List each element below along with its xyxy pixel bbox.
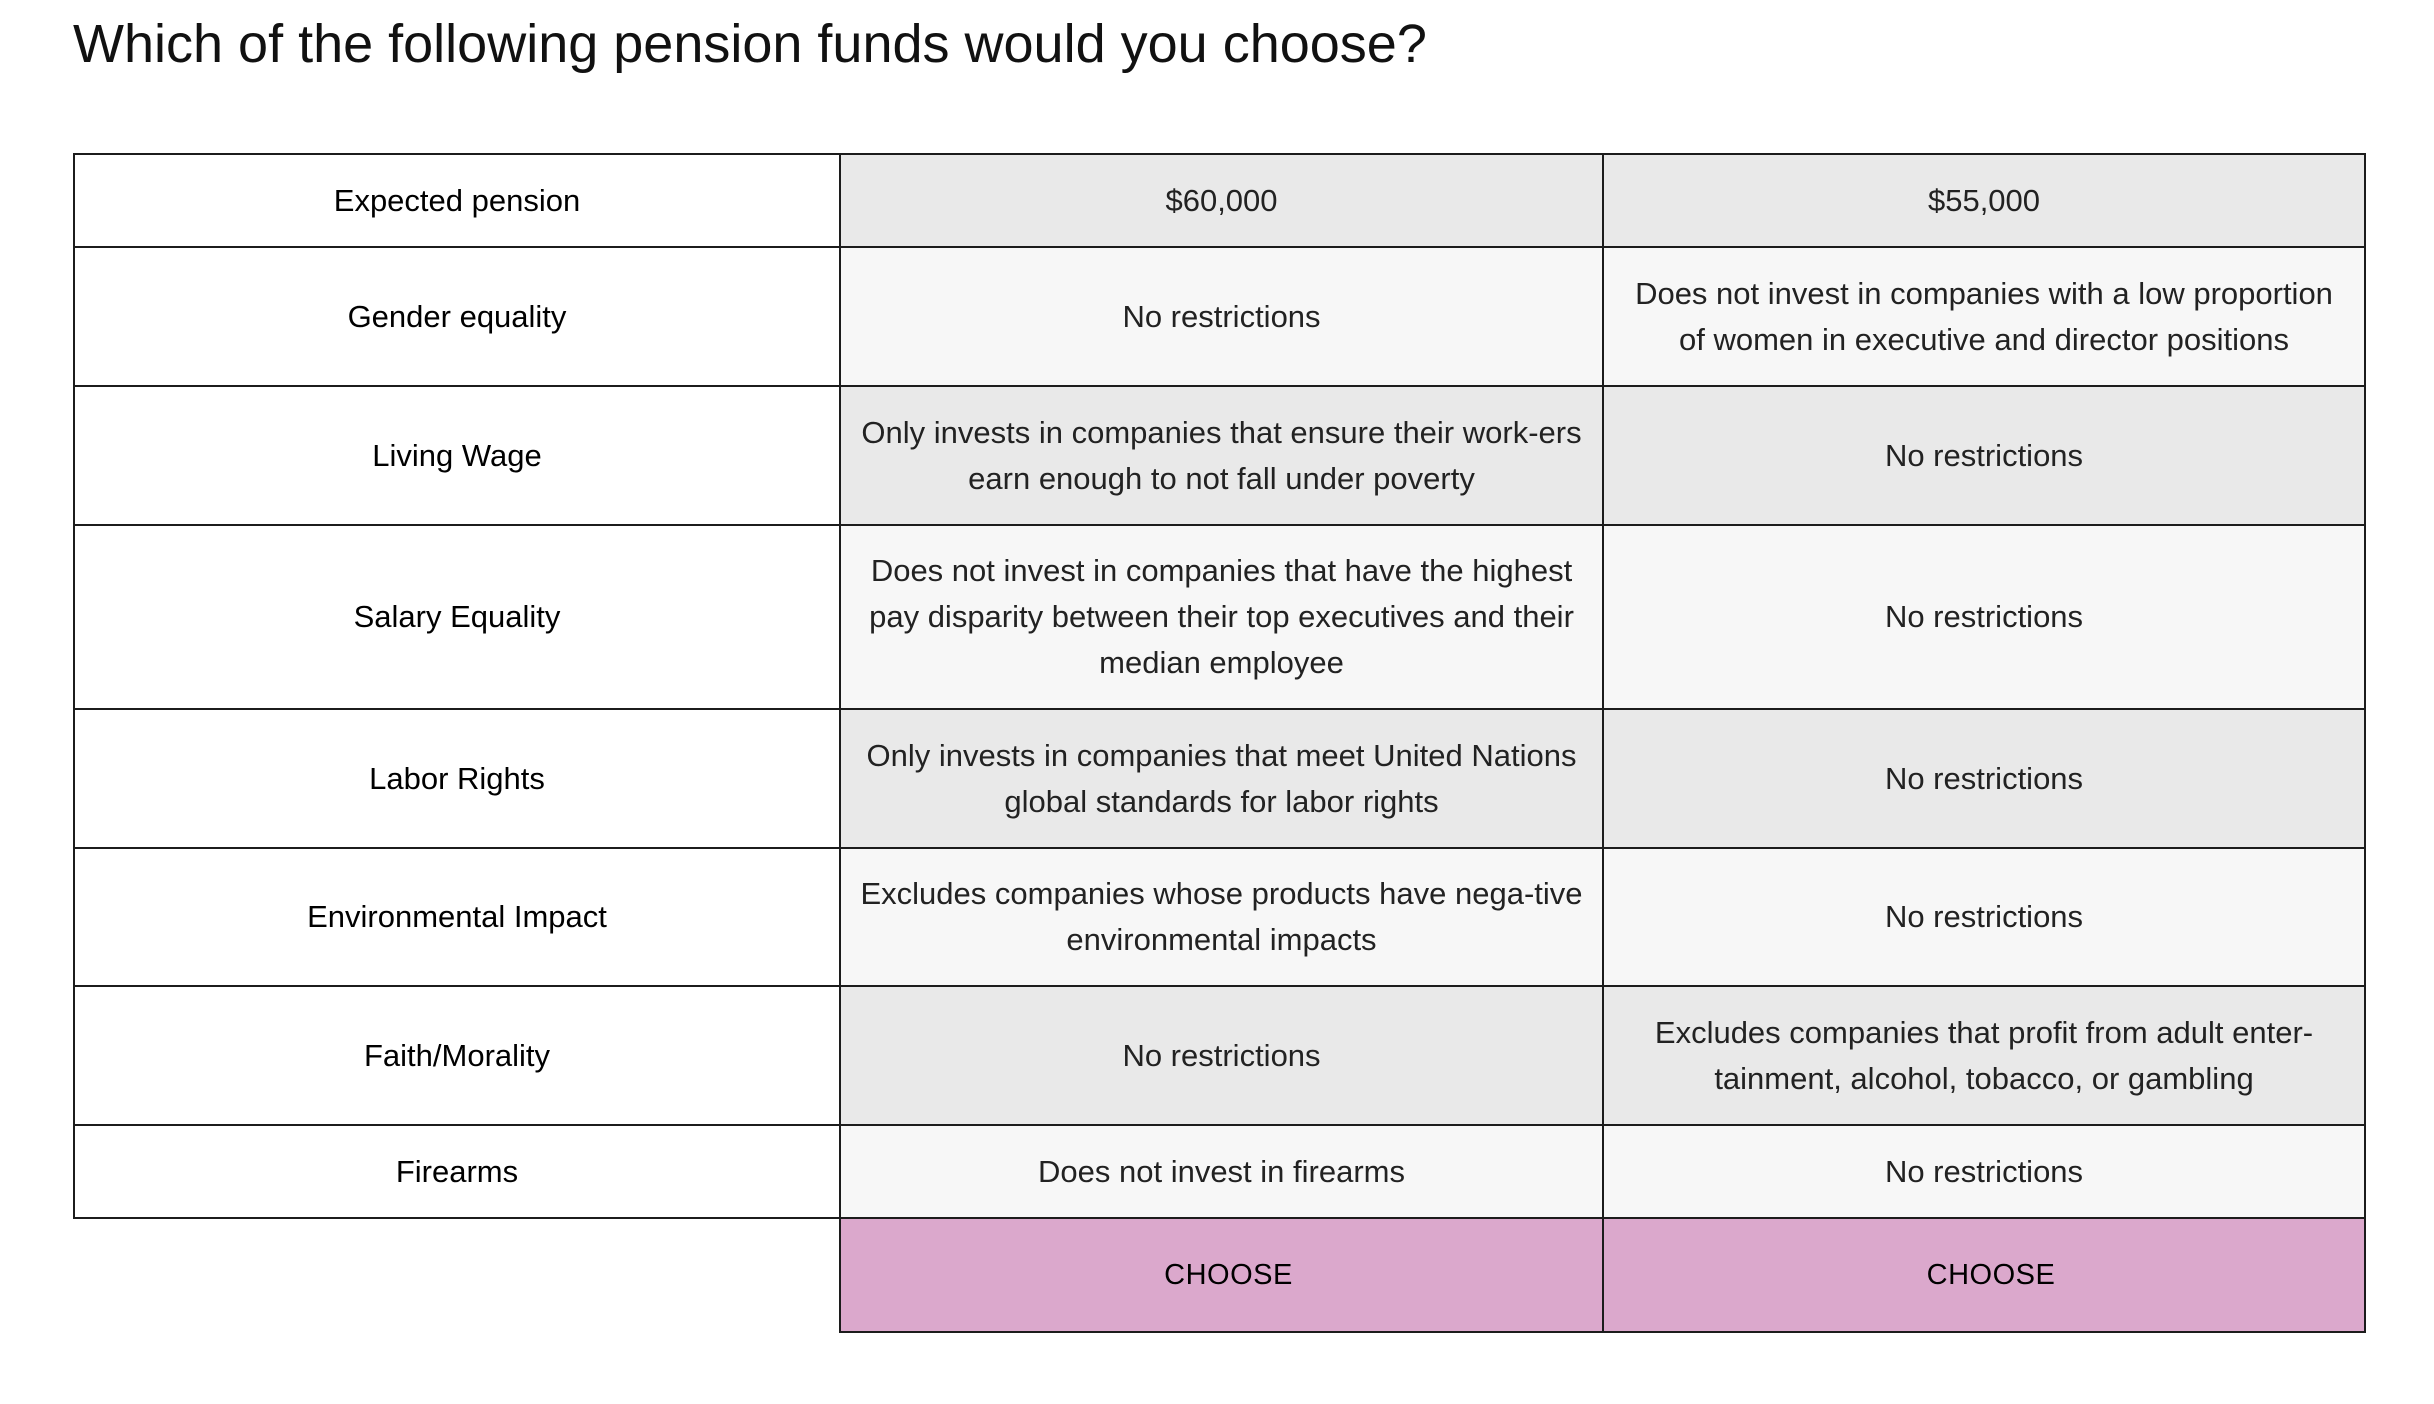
row-label: Gender equality: [73, 246, 841, 387]
empty-cell: [74, 1217, 841, 1332]
row-expected-pension: Expected pension $60,000 $55,000: [73, 153, 2366, 248]
row-labor-rights: Labor Rights Only invests in companies t…: [73, 708, 2366, 849]
fund-a-cell: Only invests in companies that ensure th…: [839, 385, 1604, 526]
question-title: Which of the following pension funds wou…: [73, 14, 1427, 74]
row-salary-equality: Salary Equality Does not invest in compa…: [73, 524, 2366, 710]
pension-comparison-table: Expected pension $60,000 $55,000 Gender …: [73, 153, 2366, 1333]
row-label: Faith/Morality: [73, 985, 841, 1126]
fund-b-cell: No restrictions: [1602, 708, 2366, 849]
choose-fund-b-button[interactable]: CHOOSE: [1602, 1217, 2366, 1333]
fund-b-cell: Does not invest in companies with a low …: [1602, 246, 2366, 387]
choose-fund-a-label: CHOOSE: [1164, 1259, 1293, 1291]
fund-b-cell: No restrictions: [1602, 1124, 2366, 1219]
row-gender-equality: Gender equality No restrictions Does not…: [73, 246, 2366, 387]
row-label: Labor Rights: [73, 708, 841, 849]
fund-b-cell: Excludes companies that profit from adul…: [1602, 985, 2366, 1126]
choose-row: CHOOSE CHOOSE: [74, 1217, 2366, 1333]
fund-b-cell: No restrictions: [1602, 524, 2366, 710]
fund-a-cell: Does not invest in firearms: [839, 1124, 1604, 1219]
choose-fund-b-label: CHOOSE: [1926, 1259, 2056, 1291]
row-label: Salary Equality: [73, 524, 841, 710]
row-firearms: Firearms Does not invest in firearms No …: [73, 1124, 2366, 1219]
fund-b-cell: No restrictions: [1602, 847, 2366, 987]
row-label: Expected pension: [73, 153, 841, 248]
fund-b-cell: $55,000: [1602, 153, 2366, 248]
fund-a-cell: $60,000: [839, 153, 1604, 248]
fund-a-cell: Only invests in companies that meet Unit…: [839, 708, 1604, 849]
fund-a-cell: No restrictions: [839, 985, 1604, 1126]
row-environmental-impact: Environmental Impact Excludes companies …: [73, 847, 2366, 987]
choose-fund-a-button[interactable]: CHOOSE: [839, 1217, 1604, 1333]
row-label: Firearms: [73, 1124, 841, 1219]
row-faith-morality: Faith/Morality No restrictions Excludes …: [73, 985, 2366, 1126]
row-label: Living Wage: [73, 385, 841, 526]
fund-a-cell: Excludes companies whose products have n…: [839, 847, 1604, 987]
fund-b-cell: No restrictions: [1602, 385, 2366, 526]
fund-a-cell: Does not invest in companies that have t…: [839, 524, 1604, 710]
row-living-wage: Living Wage Only invests in companies th…: [73, 385, 2366, 526]
fund-a-cell: No restrictions: [839, 246, 1604, 387]
row-label: Environmental Impact: [73, 847, 841, 987]
